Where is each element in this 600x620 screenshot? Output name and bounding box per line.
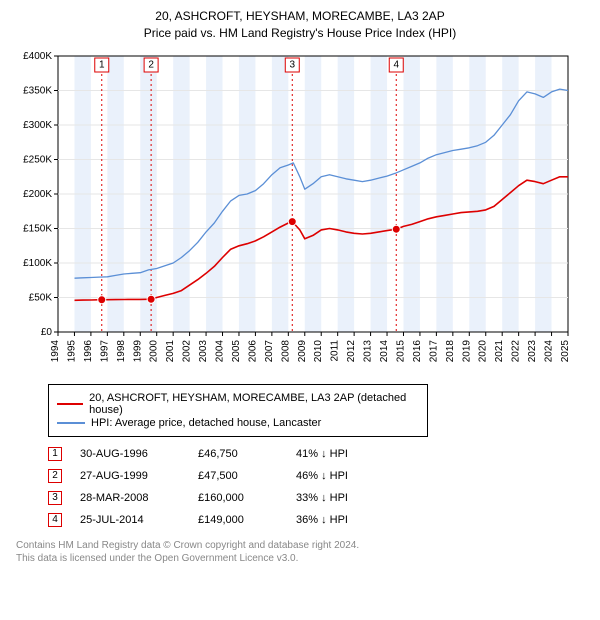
legend-label: 20, ASHCROFT, HEYSHAM, MORECAMBE, LA3 2A… — [89, 392, 419, 416]
svg-text:2000: 2000 — [149, 339, 160, 362]
svg-text:£200K: £200K — [23, 189, 52, 200]
svg-text:2012: 2012 — [346, 339, 357, 362]
svg-text:2021: 2021 — [494, 339, 505, 362]
svg-text:2009: 2009 — [297, 339, 308, 362]
svg-text:1998: 1998 — [116, 339, 127, 362]
svg-text:£100K: £100K — [23, 258, 52, 269]
sales-row: 3 28-MAR-2008 £160,000 33% ↓ HPI — [48, 487, 588, 509]
svg-text:2023: 2023 — [527, 339, 538, 362]
svg-text:2025: 2025 — [560, 339, 571, 362]
svg-text:4: 4 — [393, 59, 399, 70]
legend-swatch-red — [57, 403, 83, 405]
svg-text:2020: 2020 — [478, 339, 489, 362]
svg-text:1994: 1994 — [50, 339, 61, 362]
footer-line2: This data is licensed under the Open Gov… — [16, 552, 588, 566]
sale-pct: 46% ↓ HPI — [296, 470, 386, 482]
sales-table: 1 30-AUG-1996 £46,750 41% ↓ HPI 2 27-AUG-1999… — [48, 443, 588, 531]
sales-row: 1 30-AUG-1996 £46,750 41% ↓ HPI — [48, 443, 588, 465]
sales-row: 2 27-AUG-1999 £47,500 46% ↓ HPI — [48, 465, 588, 487]
sale-price: £46,750 — [198, 448, 278, 460]
svg-text:2008: 2008 — [280, 339, 291, 362]
sale-marker-box: 2 — [48, 469, 62, 483]
svg-text:2017: 2017 — [428, 339, 439, 362]
svg-text:£300K: £300K — [23, 120, 52, 131]
legend-swatch-blue — [57, 422, 85, 424]
footer-line1: Contains HM Land Registry data © Crown c… — [16, 539, 588, 553]
svg-text:2024: 2024 — [544, 339, 555, 362]
svg-text:2: 2 — [148, 59, 154, 70]
footer-attribution: Contains HM Land Registry data © Crown c… — [12, 539, 588, 566]
legend-item: 20, ASHCROFT, HEYSHAM, MORECAMBE, LA3 2A… — [57, 392, 419, 416]
svg-text:£400K: £400K — [23, 51, 52, 62]
sale-price: £149,000 — [198, 514, 278, 526]
sale-price: £160,000 — [198, 492, 278, 504]
svg-text:2007: 2007 — [264, 339, 275, 362]
svg-text:2003: 2003 — [198, 339, 209, 362]
sale-pct: 36% ↓ HPI — [296, 514, 386, 526]
svg-text:1997: 1997 — [99, 339, 110, 362]
sale-date: 30-AUG-1996 — [80, 448, 180, 460]
svg-text:2015: 2015 — [395, 339, 406, 362]
svg-text:£350K: £350K — [23, 85, 52, 96]
svg-text:2014: 2014 — [379, 339, 390, 362]
svg-text:2006: 2006 — [247, 339, 258, 362]
svg-text:2011: 2011 — [330, 339, 341, 361]
sale-date: 27-AUG-1999 — [80, 470, 180, 482]
svg-text:2001: 2001 — [165, 339, 176, 362]
svg-text:2005: 2005 — [231, 339, 242, 362]
svg-text:1995: 1995 — [66, 339, 77, 362]
svg-text:3: 3 — [289, 59, 295, 70]
svg-text:£150K: £150K — [23, 223, 52, 234]
svg-text:1999: 1999 — [132, 339, 143, 362]
sale-marker-box: 3 — [48, 491, 62, 505]
price-chart: £0 £50K £100K £150K £200K £250K £300K £350K £400… — [12, 46, 572, 376]
svg-text:2018: 2018 — [445, 339, 456, 362]
svg-text:2002: 2002 — [182, 339, 193, 362]
svg-text:£250K: £250K — [23, 154, 52, 165]
svg-text:2016: 2016 — [412, 339, 423, 362]
sale-date: 25-JUL-2014 — [80, 514, 180, 526]
sale-pct: 33% ↓ HPI — [296, 492, 386, 504]
svg-text:2004: 2004 — [215, 339, 226, 362]
svg-text:1996: 1996 — [83, 339, 94, 362]
svg-text:1: 1 — [99, 59, 105, 70]
title-line1: 20, ASHCROFT, HEYSHAM, MORECAMBE, LA3 2A… — [12, 8, 588, 25]
svg-text:£0: £0 — [41, 327, 53, 338]
title-line2: Price paid vs. HM Land Registry's House … — [12, 25, 588, 42]
chart-container: £0 £50K £100K £150K £200K £250K £300K £350K £400… — [12, 46, 588, 376]
sale-pct: 41% ↓ HPI — [296, 448, 386, 460]
chart-title-block: 20, ASHCROFT, HEYSHAM, MORECAMBE, LA3 2A… — [12, 8, 588, 42]
legend-label: HPI: Average price, detached house, Lanc… — [91, 417, 321, 429]
legend-item: HPI: Average price, detached house, Lanc… — [57, 417, 419, 429]
sales-row: 4 25-JUL-2014 £149,000 36% ↓ HPI — [48, 509, 588, 531]
sale-marker-box: 1 — [48, 447, 62, 461]
svg-text:£50K: £50K — [29, 292, 53, 303]
sale-price: £47,500 — [198, 470, 278, 482]
sale-marker-box: 4 — [48, 513, 62, 527]
sale-date: 28-MAR-2008 — [80, 492, 180, 504]
svg-text:2022: 2022 — [511, 339, 522, 362]
svg-text:2019: 2019 — [461, 339, 472, 362]
svg-text:2013: 2013 — [363, 339, 374, 362]
legend: 20, ASHCROFT, HEYSHAM, MORECAMBE, LA3 2A… — [48, 384, 428, 437]
svg-text:2010: 2010 — [313, 339, 324, 362]
